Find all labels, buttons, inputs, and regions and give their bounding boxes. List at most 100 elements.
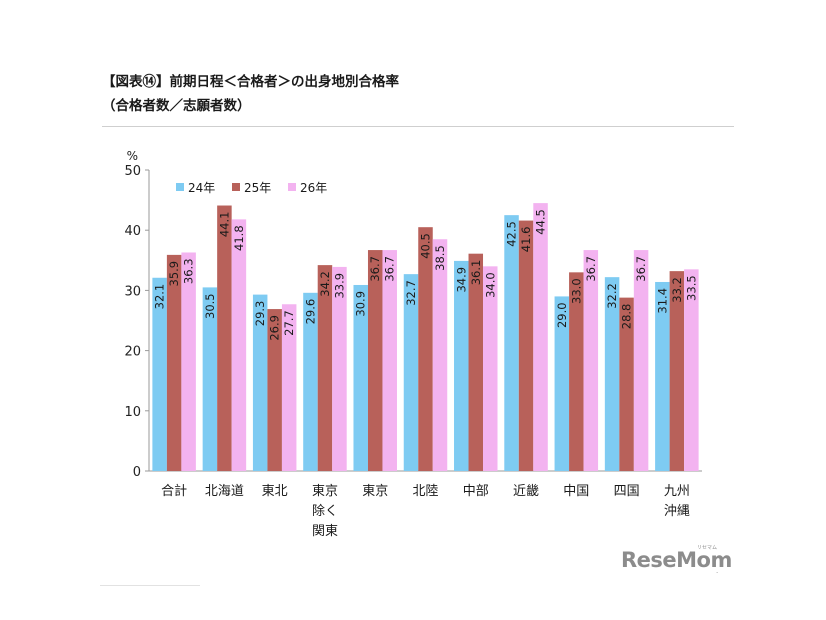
bar: [166, 254, 182, 471]
bar-value-label: 42.5: [505, 221, 519, 247]
bar: [317, 265, 333, 471]
bar-value-label: 34.0: [483, 272, 497, 298]
x-tick-label: 合計: [161, 483, 187, 499]
chart-title: 【図表⑭】前期日程＜合格者＞の出身地別合格率: [102, 74, 399, 90]
bar: [619, 297, 634, 471]
y-tick-label: 50: [124, 164, 141, 179]
bar-value-label: 29.0: [555, 302, 569, 328]
bar-value-label: 36.7: [383, 256, 397, 282]
x-tick-label: 北海道: [205, 484, 244, 499]
bar-value-label: 31.4: [655, 288, 669, 314]
y-tick-label: 0: [133, 465, 141, 480]
title-divider: [102, 126, 734, 127]
bar-value-label: 33.0: [569, 278, 583, 304]
bar-value-label: 30.9: [354, 291, 368, 317]
bar: [554, 296, 570, 471]
bar-value-label: 44.5: [534, 209, 548, 235]
bar: [432, 239, 448, 471]
legend-swatch: [288, 183, 296, 191]
bar: [152, 277, 167, 471]
legend-swatch: [176, 183, 184, 191]
bar: [604, 277, 620, 471]
bar: [518, 220, 534, 471]
bar-value-label: 32.2: [605, 283, 619, 309]
bar-value-label: 44.1: [217, 212, 231, 238]
legend-label: 24年: [188, 181, 215, 195]
bar: [367, 250, 383, 471]
y-axis-unit-label: %: [127, 149, 138, 163]
bar: [217, 205, 232, 471]
x-tick-label: 沖縄: [664, 504, 690, 519]
bar: [454, 260, 469, 471]
bar-value-label: 34.2: [318, 271, 332, 297]
bar-value-label: 36.3: [182, 258, 196, 284]
resemom-logo-dot: .: [716, 567, 719, 575]
bar: [403, 274, 419, 471]
bar: [181, 252, 196, 471]
x-tick-label: 中国: [563, 484, 589, 499]
bar: [468, 253, 484, 471]
legend-label: 26年: [300, 181, 327, 195]
bar: [303, 292, 318, 471]
x-tick-label: 北陸: [412, 483, 438, 499]
bar-value-label: 40.5: [419, 233, 433, 259]
bar-value-label: 28.8: [620, 304, 634, 330]
legend-label: 25年: [244, 181, 271, 195]
bar-value-label: 29.3: [253, 301, 267, 327]
bar-value-label: 36.1: [469, 260, 483, 286]
x-tick-label: 東京: [312, 483, 338, 499]
x-tick-label: 中部: [463, 484, 489, 499]
bar-value-label: 36.7: [584, 256, 598, 282]
bar: [231, 219, 247, 471]
resemom-logo: ReseMom: [621, 548, 732, 572]
bar: [669, 271, 685, 471]
bar-value-label: 26.9: [268, 315, 282, 341]
chart-title-block: 【図表⑭】前期日程＜合格者＞の出身地別合格率 （合格者数／志願者数）: [102, 70, 399, 118]
bar: [267, 309, 282, 471]
x-tick-label: 東北: [262, 483, 288, 499]
y-tick-label: 20: [124, 345, 141, 360]
bar: [418, 227, 433, 471]
bar-value-label: 27.7: [282, 310, 296, 336]
bar: [684, 269, 699, 471]
bar-value-label: 30.5: [203, 293, 217, 319]
bar: [583, 250, 599, 471]
bar-value-label: 36.7: [634, 256, 648, 282]
bar-value-label: 33.5: [684, 275, 698, 301]
bar-value-label: 29.6: [303, 299, 317, 325]
bar: [353, 284, 368, 471]
bar: [252, 294, 268, 471]
bar: [483, 266, 498, 471]
bar: [655, 281, 670, 471]
bar: [382, 250, 397, 471]
x-tick-label: 除く: [312, 504, 338, 519]
x-tick-label: 九州: [664, 484, 690, 499]
chart-subtitle: （合格者数／志願者数）: [102, 98, 251, 114]
bar-value-label: 32.7: [404, 280, 418, 306]
x-tick-label: 関東: [312, 523, 338, 539]
bar-value-label: 33.2: [670, 277, 684, 303]
bar: [633, 250, 649, 471]
bar: [332, 266, 347, 471]
x-tick-label: 東京: [362, 483, 388, 499]
bar-value-label: 38.5: [433, 245, 447, 271]
bar: [281, 304, 297, 471]
y-tick-label: 30: [124, 284, 141, 299]
footer-divider: [100, 585, 200, 586]
bar-value-label: 33.9: [332, 273, 346, 299]
bar-value-label: 41.6: [519, 227, 533, 253]
x-tick-label: 四国: [614, 484, 640, 499]
bar-value-label: 41.8: [232, 225, 246, 251]
bar: [533, 203, 548, 472]
y-tick-label: 10: [124, 405, 141, 420]
bar: [202, 287, 218, 471]
bar: [504, 215, 519, 471]
bar-value-label: 35.9: [167, 261, 181, 287]
bar-value-label: 32.1: [153, 284, 167, 310]
bar-value-label: 34.9: [454, 267, 468, 293]
y-tick-label: 40: [124, 224, 141, 239]
bar: [569, 272, 584, 471]
resemom-logo-kana: リセマム: [697, 545, 718, 551]
x-tick-label: 近畿: [513, 484, 539, 499]
